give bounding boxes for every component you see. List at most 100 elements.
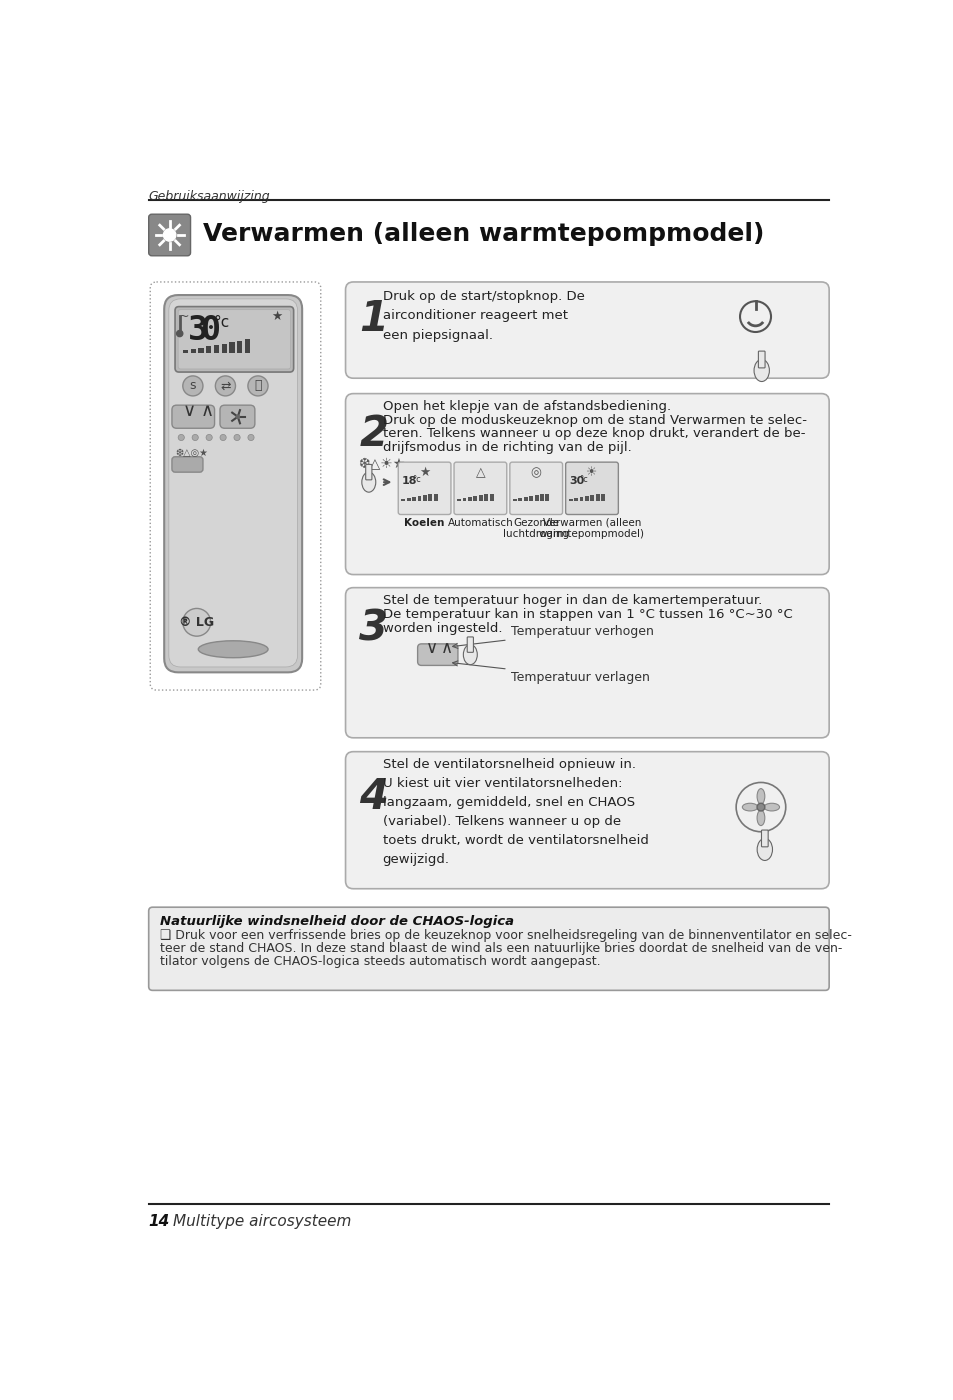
Text: drijfsmodus in de richting van de pijl.: drijfsmodus in de richting van de pijl. bbox=[382, 441, 631, 455]
Bar bbox=[574, 498, 578, 501]
FancyBboxPatch shape bbox=[345, 752, 828, 889]
Ellipse shape bbox=[463, 644, 476, 665]
Bar bbox=[478, 496, 482, 501]
Text: Multitype aircosysteem: Multitype aircosysteem bbox=[173, 1214, 352, 1229]
Text: △: △ bbox=[476, 466, 485, 479]
Circle shape bbox=[215, 375, 235, 396]
FancyBboxPatch shape bbox=[345, 393, 828, 574]
FancyBboxPatch shape bbox=[758, 351, 764, 368]
Text: 3: 3 bbox=[359, 608, 388, 650]
Text: worden ingesteld.: worden ingesteld. bbox=[382, 622, 501, 634]
Text: teren. Telkens wanneer u op deze knop drukt, verandert de be-: teren. Telkens wanneer u op deze knop dr… bbox=[382, 427, 804, 441]
Circle shape bbox=[757, 804, 764, 811]
Ellipse shape bbox=[198, 641, 268, 658]
Bar bbox=[245, 339, 250, 353]
Text: Open het klepje van de afstandsbediening.: Open het klepje van de afstandsbediening… bbox=[382, 400, 670, 413]
Text: teer de stand CHAOS. In deze stand blaast de wind als een natuurlijke bries door: teer de stand CHAOS. In deze stand blaas… bbox=[159, 942, 841, 955]
Text: ❆△◎★: ❆△◎★ bbox=[174, 448, 208, 458]
Text: °c: °c bbox=[213, 315, 230, 330]
Bar bbox=[206, 346, 212, 353]
FancyBboxPatch shape bbox=[172, 456, 203, 472]
Bar bbox=[422, 496, 427, 501]
Text: °c: °c bbox=[579, 475, 588, 484]
Text: 1: 1 bbox=[359, 298, 388, 340]
Bar bbox=[229, 342, 234, 353]
Text: ∨: ∨ bbox=[425, 640, 437, 658]
FancyBboxPatch shape bbox=[760, 830, 767, 847]
Bar bbox=[529, 497, 533, 501]
Bar bbox=[191, 349, 195, 353]
Bar bbox=[434, 494, 437, 501]
Circle shape bbox=[178, 434, 184, 441]
Bar bbox=[596, 494, 599, 501]
FancyBboxPatch shape bbox=[149, 214, 191, 256]
Text: 4: 4 bbox=[359, 776, 388, 818]
Text: ⓘ: ⓘ bbox=[253, 379, 261, 392]
Text: ☀: ☀ bbox=[586, 466, 597, 479]
Text: s: s bbox=[190, 379, 196, 392]
Text: ∧: ∧ bbox=[440, 640, 453, 658]
Text: Temperatuur verlagen: Temperatuur verlagen bbox=[452, 661, 649, 683]
Bar bbox=[473, 497, 476, 501]
Text: ® LG: ® LG bbox=[179, 616, 214, 629]
Bar bbox=[417, 497, 421, 501]
Text: 3: 3 bbox=[187, 314, 208, 347]
Text: Verwarmen (alleen warmtepompmodel): Verwarmen (alleen warmtepompmodel) bbox=[203, 223, 763, 246]
Text: ⇄: ⇄ bbox=[220, 379, 231, 392]
Bar bbox=[236, 340, 242, 353]
Ellipse shape bbox=[757, 788, 764, 804]
Circle shape bbox=[183, 375, 203, 396]
Text: ❑ Druk voor een verfrissende bries op de keuzeknop voor snelheidsregeling van de: ❑ Druk voor een verfrissende bries op de… bbox=[159, 928, 850, 942]
Text: Stel de temperatuur hoger in dan de kamertemperatuur.: Stel de temperatuur hoger in dan de kame… bbox=[382, 594, 761, 606]
Ellipse shape bbox=[757, 839, 772, 861]
Bar bbox=[468, 497, 472, 501]
Bar bbox=[513, 500, 517, 501]
Circle shape bbox=[183, 609, 211, 636]
Text: Natuurlijke windsnelheid door de CHAOS-logica: Natuurlijke windsnelheid door de CHAOS-l… bbox=[159, 916, 513, 928]
FancyBboxPatch shape bbox=[178, 309, 291, 370]
Text: ❆△☀★: ❆△☀★ bbox=[357, 456, 405, 470]
FancyBboxPatch shape bbox=[397, 462, 451, 515]
Ellipse shape bbox=[361, 472, 375, 493]
Circle shape bbox=[176, 330, 183, 336]
Text: 0: 0 bbox=[200, 314, 220, 347]
Text: 18: 18 bbox=[402, 476, 417, 486]
FancyBboxPatch shape bbox=[345, 588, 828, 738]
Text: Gebruiksaanwijzing: Gebruiksaanwijzing bbox=[149, 189, 270, 203]
Bar bbox=[484, 494, 488, 501]
Text: 14: 14 bbox=[149, 1214, 170, 1229]
Text: Druk op de start/stopknop. De
airconditioner reageert met
een piepsignaal.: Druk op de start/stopknop. De airconditi… bbox=[382, 290, 584, 342]
FancyBboxPatch shape bbox=[365, 465, 372, 480]
Ellipse shape bbox=[753, 360, 768, 382]
Circle shape bbox=[248, 375, 268, 396]
FancyBboxPatch shape bbox=[174, 307, 294, 372]
Bar bbox=[406, 498, 410, 501]
FancyBboxPatch shape bbox=[220, 405, 254, 428]
Circle shape bbox=[220, 434, 226, 441]
Ellipse shape bbox=[763, 804, 779, 811]
Text: Gezonde
luchtdroging: Gezonde luchtdroging bbox=[502, 518, 569, 539]
Text: Temperatuur verhogen: Temperatuur verhogen bbox=[452, 624, 653, 648]
Text: Stel de ventilatorsnelheid opnieuw in.
U kiest uit vier ventilatorsnelheden:
lan: Stel de ventilatorsnelheid opnieuw in. U… bbox=[382, 757, 648, 865]
Text: 30: 30 bbox=[569, 476, 584, 486]
FancyBboxPatch shape bbox=[149, 907, 828, 990]
Bar bbox=[428, 494, 432, 501]
Bar bbox=[183, 350, 188, 353]
FancyBboxPatch shape bbox=[417, 644, 457, 665]
Bar bbox=[523, 497, 527, 501]
Bar bbox=[517, 498, 521, 501]
Circle shape bbox=[192, 434, 198, 441]
Bar bbox=[545, 494, 549, 501]
FancyBboxPatch shape bbox=[454, 462, 506, 515]
Bar bbox=[534, 496, 537, 501]
Text: Automatisch: Automatisch bbox=[447, 518, 513, 528]
FancyBboxPatch shape bbox=[565, 462, 618, 515]
FancyBboxPatch shape bbox=[345, 281, 828, 378]
Text: ★: ★ bbox=[418, 466, 430, 479]
Ellipse shape bbox=[741, 804, 757, 811]
Text: Verwarmen (alleen
warmtepompmodel): Verwarmen (alleen warmtepompmodel) bbox=[538, 518, 644, 539]
Text: ∨: ∨ bbox=[183, 402, 195, 420]
Text: tilator volgens de CHAOS-logica steeds automatisch wordt aangepast.: tilator volgens de CHAOS-logica steeds a… bbox=[159, 955, 599, 967]
Bar bbox=[401, 500, 405, 501]
FancyBboxPatch shape bbox=[467, 637, 473, 652]
